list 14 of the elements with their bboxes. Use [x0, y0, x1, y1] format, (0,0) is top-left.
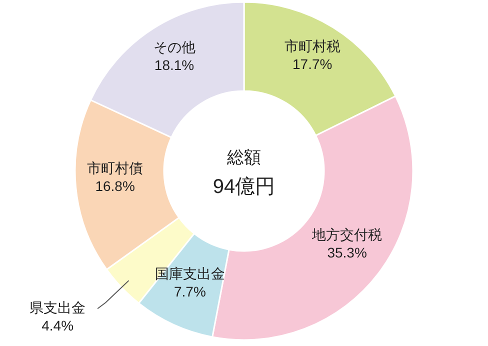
slice-label: 地方交付税 [311, 226, 382, 242]
slice-label: その他 [153, 38, 196, 55]
data-label: 35.3% [327, 244, 367, 260]
slice-label: 県支出金 [30, 300, 86, 316]
slice-label: 市町村債 [87, 160, 144, 176]
data-label: 16.8% [95, 178, 135, 194]
text: 94億円 [212, 176, 276, 198]
data-label: 18.1% [154, 56, 194, 73]
data-label: 7.7% [174, 284, 206, 300]
text: 総額 [226, 148, 261, 167]
slice-label: 国庫支出金 [154, 266, 225, 282]
data-label: 4.4% [42, 318, 74, 334]
data-label: 17.7% [292, 56, 332, 72]
slice-label: 市町村税 [284, 38, 340, 54]
